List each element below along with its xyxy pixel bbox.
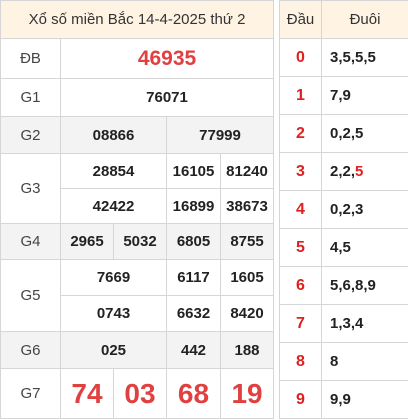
loto-duoi-text: 2,2,: [330, 163, 356, 180]
loto-dau: 9: [279, 380, 322, 419]
loto-header-dau: Đầu: [279, 0, 322, 39]
loto-header-duoi: Đuôi: [321, 0, 408, 39]
prize-label-g3: G3: [0, 153, 61, 224]
loto-duoi: 0,2,5: [321, 114, 408, 153]
loto-dau: 8: [279, 342, 322, 381]
prize-g7-number: 68: [166, 368, 221, 419]
prize-g4-number: 2965: [60, 223, 114, 260]
loto-duoi: 5,6,8,9: [321, 266, 408, 305]
loto-duoi: 8: [321, 342, 408, 381]
loto-dau: 3: [279, 152, 322, 191]
prize-label-g4: G4: [0, 223, 61, 260]
prize-g5-number: 7669: [60, 259, 167, 296]
prize-g4-number: 5032: [113, 223, 167, 260]
loto-duoi: 1,3,4: [321, 304, 408, 343]
loto-dau: 7: [279, 304, 322, 343]
loto-duoi-highlight: 5: [355, 163, 364, 180]
loto-dau: 1: [279, 76, 322, 115]
prize-g5-number: 6632: [166, 295, 221, 332]
loto-dau: 5: [279, 228, 322, 267]
prize-g4-number: 6805: [166, 223, 221, 260]
prize-g3-number: 16899: [166, 188, 221, 224]
prize-label-g1: G1: [0, 78, 61, 117]
prize-g1-number: 76071: [59, 78, 275, 117]
prize-g6-number: 442: [166, 331, 221, 369]
prize-g7-number: 03: [113, 368, 167, 419]
loto-dau: 0: [279, 38, 322, 77]
prize-g2-number: 08866: [60, 116, 167, 154]
results-table: Xổ số miền Bắc 14-4-2025 thứ 2 ĐB 46935 …: [0, 0, 275, 419]
prize-label-db: ĐB: [0, 38, 61, 79]
prize-g3-number: 42422: [60, 188, 167, 224]
prize-g5-number: 6117: [166, 259, 221, 296]
loto-duoi: 0,2,3: [321, 190, 408, 229]
prize-g3-number: 81240: [219, 153, 275, 189]
loto-duoi: 2,2,5: [321, 152, 408, 191]
prize-g3-number: 28854: [60, 153, 167, 189]
loto-duoi: 7,9: [321, 76, 408, 115]
prize-g7-number: 19: [219, 368, 275, 419]
prize-label-g2: G2: [0, 116, 61, 154]
loto-dau: 2: [279, 114, 322, 153]
loto-table: Đầu Đuôi 0 3,5,5,5 1 7,9 2 0,2,5 3 2,2,5 4 0,…: [279, 0, 408, 419]
prize-g7-number: 74: [60, 368, 114, 419]
prize-g5-number: 1605: [219, 259, 275, 296]
prize-g5-number: 8420: [219, 295, 275, 332]
prize-label-g7: G7: [0, 368, 61, 419]
results-title: Xổ số miền Bắc 14-4-2025 thứ 2: [0, 0, 275, 39]
prize-label-g5: G5: [0, 259, 61, 332]
loto-duoi: 9,9: [321, 380, 408, 419]
prize-g3-number: 16105: [166, 153, 221, 189]
loto-duoi: 4,5: [321, 228, 408, 267]
prize-g2-number: 77999: [165, 116, 275, 154]
loto-duoi: 3,5,5,5: [321, 38, 408, 77]
prize-g4-number: 8755: [219, 223, 275, 260]
loto-dau: 4: [279, 190, 322, 229]
prize-label-g6: G6: [0, 331, 61, 369]
prize-g3-number: 38673: [219, 188, 275, 224]
prize-g6-number: 025: [60, 331, 167, 369]
prize-g5-number: 0743: [60, 295, 167, 332]
loto-dau: 6: [279, 266, 322, 305]
prize-g6-number: 188: [219, 331, 275, 369]
prize-db-number: 46935: [59, 38, 275, 79]
